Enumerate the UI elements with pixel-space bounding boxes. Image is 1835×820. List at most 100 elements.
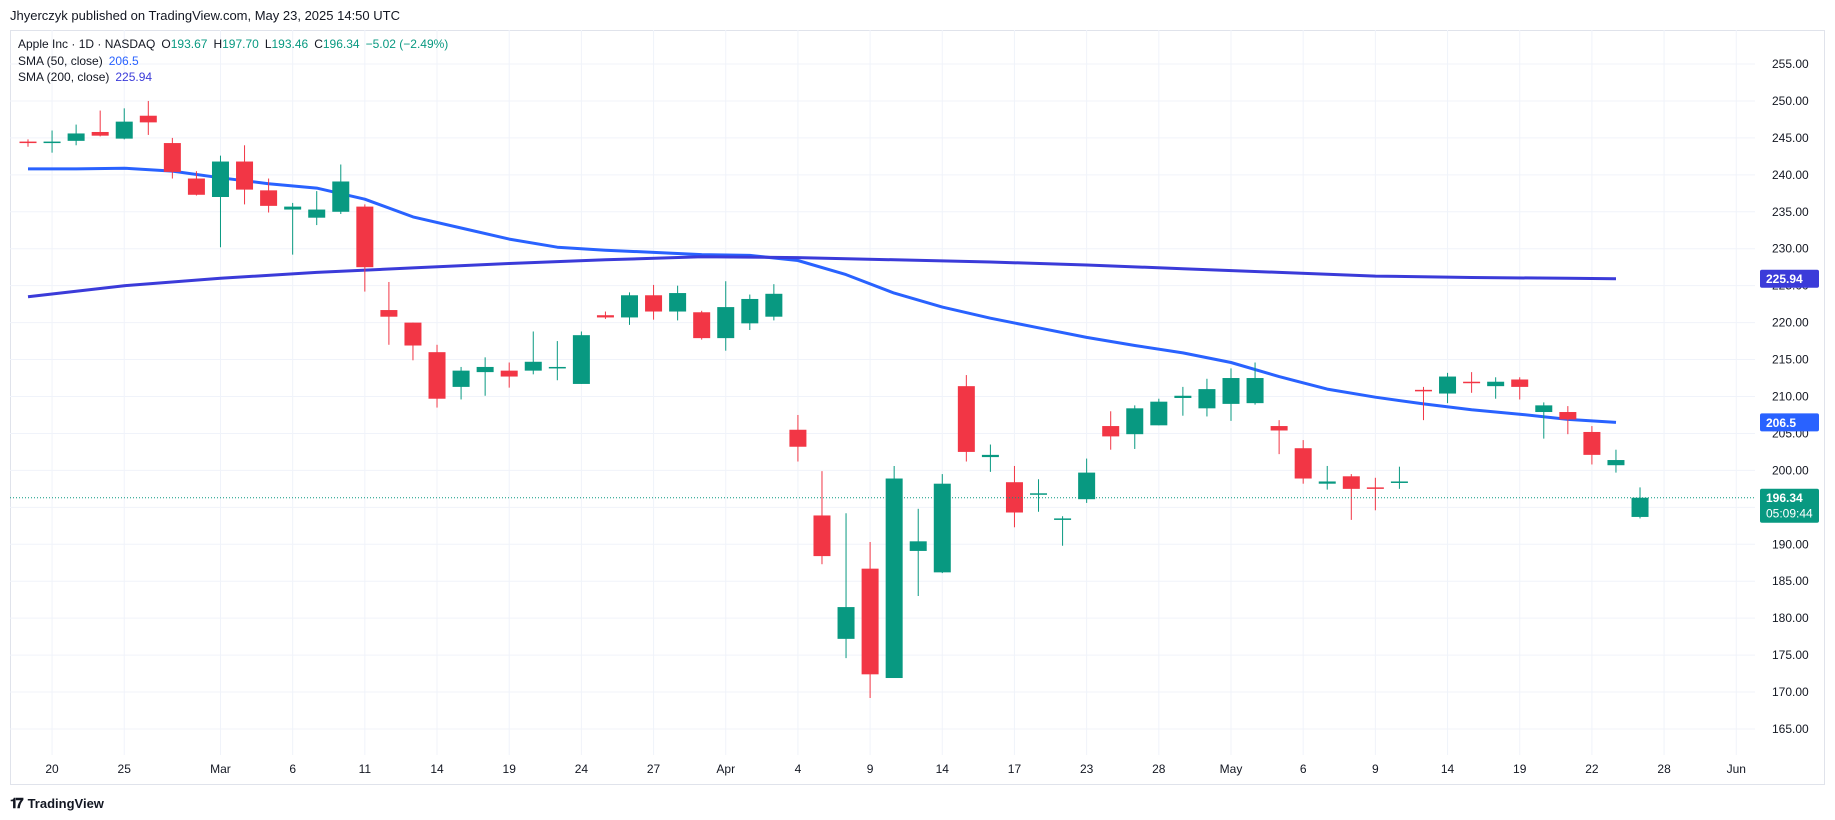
y-tick-label: 245.00 xyxy=(1772,131,1809,145)
price-badges: 225.94 206.5 196.34 05:09:44 xyxy=(1760,269,1819,523)
candle-body xyxy=(1342,476,1360,489)
candle-body xyxy=(163,143,181,172)
x-tick-label: 19 xyxy=(503,762,517,776)
candle-body xyxy=(572,335,590,384)
sma50-price-badge-bg xyxy=(1760,413,1819,432)
candle-body xyxy=(861,568,879,675)
y-tick-label: 220.00 xyxy=(1772,316,1809,330)
candle-body xyxy=(1487,381,1505,387)
candle-body xyxy=(356,206,374,268)
candle-up xyxy=(1631,487,1649,519)
candle-up xyxy=(717,281,735,351)
low-value: 193.46 xyxy=(271,37,309,51)
candle-body xyxy=(1366,487,1384,489)
candle-body xyxy=(548,366,566,369)
candle-body xyxy=(43,141,61,144)
candle-up xyxy=(572,331,590,384)
candle-up xyxy=(669,285,687,321)
x-tick-label: 28 xyxy=(1657,762,1671,776)
candle-up xyxy=(837,513,855,659)
candle-up xyxy=(741,294,759,330)
close-label: C xyxy=(314,37,323,51)
candle-down xyxy=(1102,411,1120,450)
legend-sma200-row[interactable]: SMA (200, close) 225.94 xyxy=(18,69,448,86)
publisher-line: Jhyerczyk published on TradingView.com, … xyxy=(10,8,400,23)
candle-body xyxy=(1583,431,1601,455)
y-tick-label: 235.00 xyxy=(1772,205,1809,219)
legend-sma50-row[interactable]: SMA (50, close) 206.5 xyxy=(18,53,448,70)
candle-down xyxy=(1366,477,1384,511)
x-tick-label: 4 xyxy=(795,762,802,776)
candle-down xyxy=(428,344,446,408)
y-tick-label: 185.00 xyxy=(1772,574,1809,588)
candle-down xyxy=(260,178,278,213)
grid-lines xyxy=(10,30,1755,755)
candle-down xyxy=(500,362,518,388)
candle-body xyxy=(139,115,157,123)
candle-up xyxy=(452,366,470,400)
candle-body xyxy=(1414,389,1432,392)
candle-up xyxy=(1126,405,1144,449)
x-tick-label: 20 xyxy=(45,762,59,776)
candle-up xyxy=(1174,386,1192,416)
candle-body xyxy=(1463,381,1481,384)
candle-up xyxy=(765,284,783,321)
x-tick-label: 9 xyxy=(1372,762,1379,776)
x-tick-label: May xyxy=(1220,762,1243,776)
sma50-line xyxy=(28,166,1617,424)
y-tick-label: 180.00 xyxy=(1772,611,1809,625)
candle-body xyxy=(813,515,831,557)
candle-body xyxy=(1511,379,1529,387)
candle-body xyxy=(1054,518,1072,520)
candle-body xyxy=(211,161,229,197)
sma200-label: SMA (200, close) xyxy=(18,70,110,84)
sma50-price-badge-text: 206.5 xyxy=(1766,416,1796,430)
candle-body xyxy=(67,133,85,141)
candle-down xyxy=(1005,465,1023,528)
candle-body xyxy=(1222,378,1240,404)
candle-body xyxy=(1270,426,1288,431)
candle-up xyxy=(1439,372,1457,404)
legend-symbol: Apple Inc · 1D · NASDAQ xyxy=(18,37,156,51)
candle-up xyxy=(284,202,302,255)
legend-ohlc-row: Apple Inc · 1D · NASDAQ O193.67 H197.70 … xyxy=(18,36,448,53)
candle-up xyxy=(524,331,542,375)
candle-down xyxy=(693,310,711,340)
candle-up xyxy=(1222,368,1240,421)
x-tick-label: 24 xyxy=(575,762,589,776)
chart-area[interactable] xyxy=(10,30,1825,785)
candle-body xyxy=(260,190,278,206)
y-tick-label: 175.00 xyxy=(1772,648,1809,662)
open-label: O xyxy=(161,37,171,51)
countdown-text: 05:09:44 xyxy=(1766,507,1813,521)
x-tick-label: Mar xyxy=(210,762,231,776)
candle-down xyxy=(236,145,254,205)
candle-down xyxy=(1559,406,1577,435)
x-tick-label: 6 xyxy=(289,762,296,776)
tradingview-logo-icon: 𝟏𝟕 xyxy=(10,795,24,811)
candle-body xyxy=(404,322,422,346)
candle-up xyxy=(933,474,951,574)
sma200-line xyxy=(27,255,1617,299)
candle-down xyxy=(957,375,975,462)
candle-body xyxy=(308,209,326,218)
x-tick-label: 11 xyxy=(359,762,372,776)
y-tick-label: 170.00 xyxy=(1772,685,1809,699)
candle-body xyxy=(187,178,205,195)
sma200-price-badge: 225.94 xyxy=(1760,269,1819,288)
candle-up xyxy=(981,444,999,472)
y-tick-label: 190.00 xyxy=(1772,537,1809,551)
candle-body xyxy=(1198,389,1216,409)
candle-up xyxy=(211,155,229,248)
candle-body xyxy=(909,541,927,551)
sma200-value: 225.94 xyxy=(115,70,153,84)
high-label: H xyxy=(213,37,223,51)
candle-body xyxy=(1078,472,1096,500)
candle-body xyxy=(1102,426,1120,437)
x-tick-label: 28 xyxy=(1152,762,1166,776)
candle-body xyxy=(1126,408,1144,435)
candle-up xyxy=(1535,402,1553,439)
candle-up xyxy=(43,130,61,153)
high-value: 197.70 xyxy=(222,37,259,51)
